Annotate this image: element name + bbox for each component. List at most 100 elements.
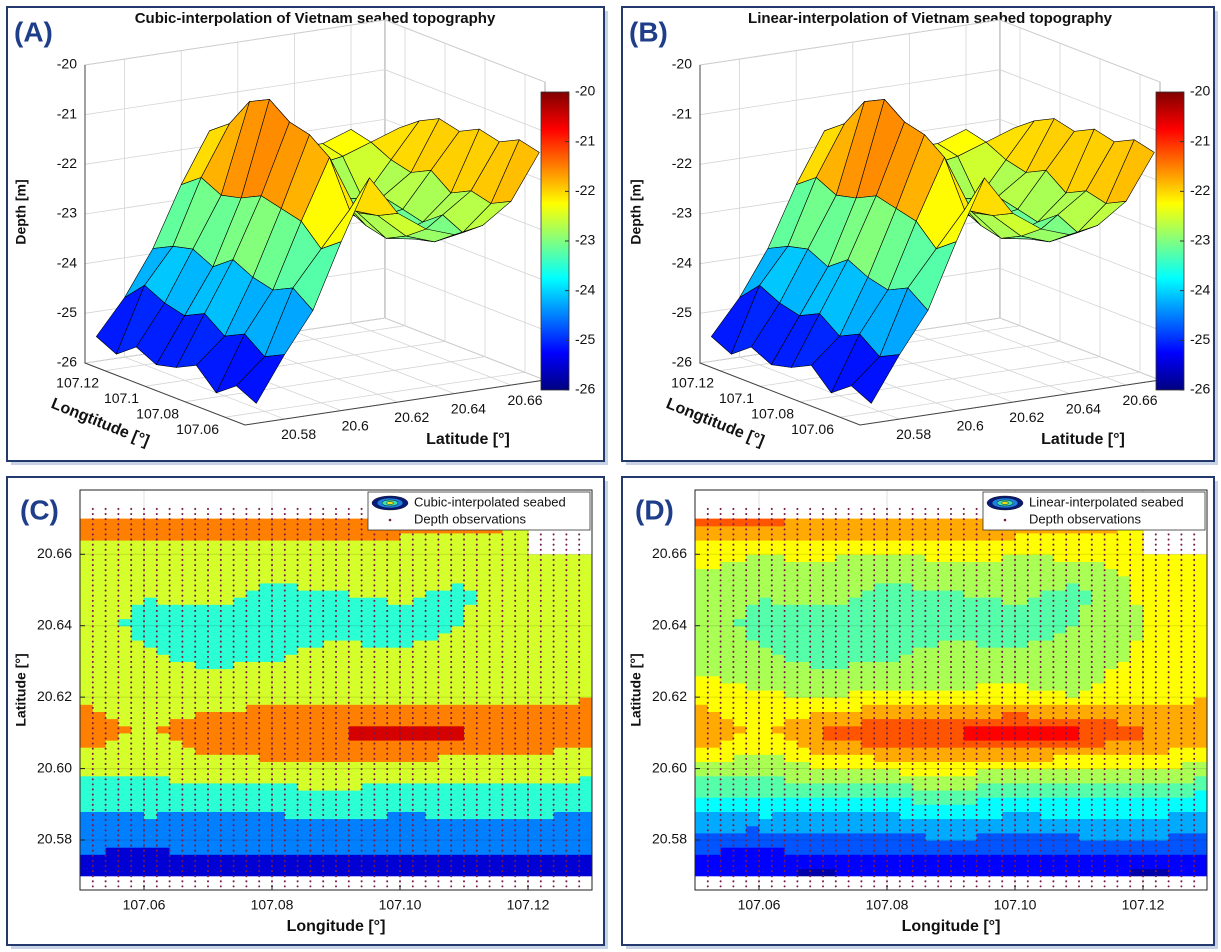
contour-cell (1117, 704, 1130, 712)
contour-cell (541, 604, 554, 612)
contour-cell (579, 826, 592, 834)
contour-cell (746, 790, 759, 798)
contour-cell (733, 547, 746, 555)
contour-cell (131, 790, 144, 798)
contour-cell (733, 561, 746, 569)
contour-cell (849, 619, 862, 627)
contour-cell (259, 540, 272, 548)
contour-cell (93, 526, 106, 534)
contour-cell (541, 676, 554, 684)
contour-cell (490, 697, 503, 705)
contour-cell (118, 576, 131, 584)
contour-cell (106, 583, 119, 591)
contour-cell (900, 811, 913, 819)
contour-cell (579, 833, 592, 841)
contour-cell (157, 626, 170, 634)
contour-cell (106, 797, 119, 805)
contour-cell (797, 754, 810, 762)
contour-cell (772, 854, 785, 862)
contour-cell (989, 811, 1002, 819)
contour-cell (208, 826, 221, 834)
contour-cell (426, 697, 439, 705)
contour-cell (746, 826, 759, 834)
contour-cell (785, 740, 798, 748)
contour-cell (1117, 811, 1130, 819)
contour-cell (887, 833, 900, 841)
contour-cell (515, 690, 528, 698)
contour-cell (989, 569, 1002, 577)
contour-cell (1015, 697, 1028, 705)
contour-cell (528, 797, 541, 805)
contour-cell (964, 833, 977, 841)
contour-cell (259, 833, 272, 841)
contour-cell (106, 540, 119, 548)
contour-cell (490, 869, 503, 877)
contour-cell (1041, 854, 1054, 862)
contour-cell (1143, 826, 1156, 834)
contour-cell (413, 790, 426, 798)
contour-cell (1194, 576, 1207, 584)
contour-cell (336, 747, 349, 755)
contour-cell (1041, 640, 1054, 648)
contour-cell (1181, 669, 1194, 677)
contour-cell (438, 783, 451, 791)
contour-cell (1079, 683, 1092, 691)
contour-cell (272, 797, 285, 805)
contour-cell (1015, 783, 1028, 791)
contour-cell (1002, 611, 1015, 619)
contour-cell (1028, 840, 1041, 848)
contour-cell (849, 569, 862, 577)
contour-cell (234, 526, 247, 534)
contour-cell (541, 790, 554, 798)
contour-cell (246, 690, 259, 698)
contour-cell (861, 626, 874, 634)
contour-cell (464, 811, 477, 819)
contour-cell (246, 654, 259, 662)
contour-cell (1143, 604, 1156, 612)
contour-cell (1053, 669, 1066, 677)
contour-cell (861, 776, 874, 784)
contour-cell (426, 576, 439, 584)
contour-cell (349, 547, 362, 555)
contour-cell (285, 861, 298, 869)
z-tick-label: -25 (57, 304, 77, 320)
contour-cell (170, 840, 183, 848)
contour-cell (144, 626, 157, 634)
contour-cell (234, 811, 247, 819)
contour-cell (400, 819, 413, 827)
contour-cell (1015, 533, 1028, 541)
contour-cell (1143, 733, 1156, 741)
contour-cell (861, 547, 874, 555)
contour-cell (1194, 633, 1207, 641)
contour-cell (989, 854, 1002, 862)
contour-cell (426, 826, 439, 834)
contour-cell (836, 669, 849, 677)
contour-cell (1105, 854, 1118, 862)
contour-cell (195, 561, 208, 569)
contour-cell (1169, 554, 1182, 562)
contour-cell (451, 533, 464, 541)
contour-cell (438, 676, 451, 684)
contour-cell (477, 669, 490, 677)
contour-cell (259, 619, 272, 627)
contour-cell (93, 733, 106, 741)
contour-cell (298, 854, 311, 862)
contour-cell (772, 683, 785, 691)
contour-cell (246, 533, 259, 541)
contour-cell (93, 790, 106, 798)
contour-cell (1156, 604, 1169, 612)
contour-cell (1194, 819, 1207, 827)
contour-cell (849, 790, 862, 798)
contour-cell (913, 626, 926, 634)
contour-cell (1092, 697, 1105, 705)
contour-cell (836, 590, 849, 598)
contour-cell (195, 826, 208, 834)
contour-cell (259, 604, 272, 612)
contour-cell (1105, 869, 1118, 877)
contour-cell (1066, 704, 1079, 712)
contour-cell (310, 783, 323, 791)
contour-cell (221, 683, 234, 691)
contour-cell (1015, 797, 1028, 805)
contour-cell (234, 619, 247, 627)
contour-cell (977, 611, 990, 619)
